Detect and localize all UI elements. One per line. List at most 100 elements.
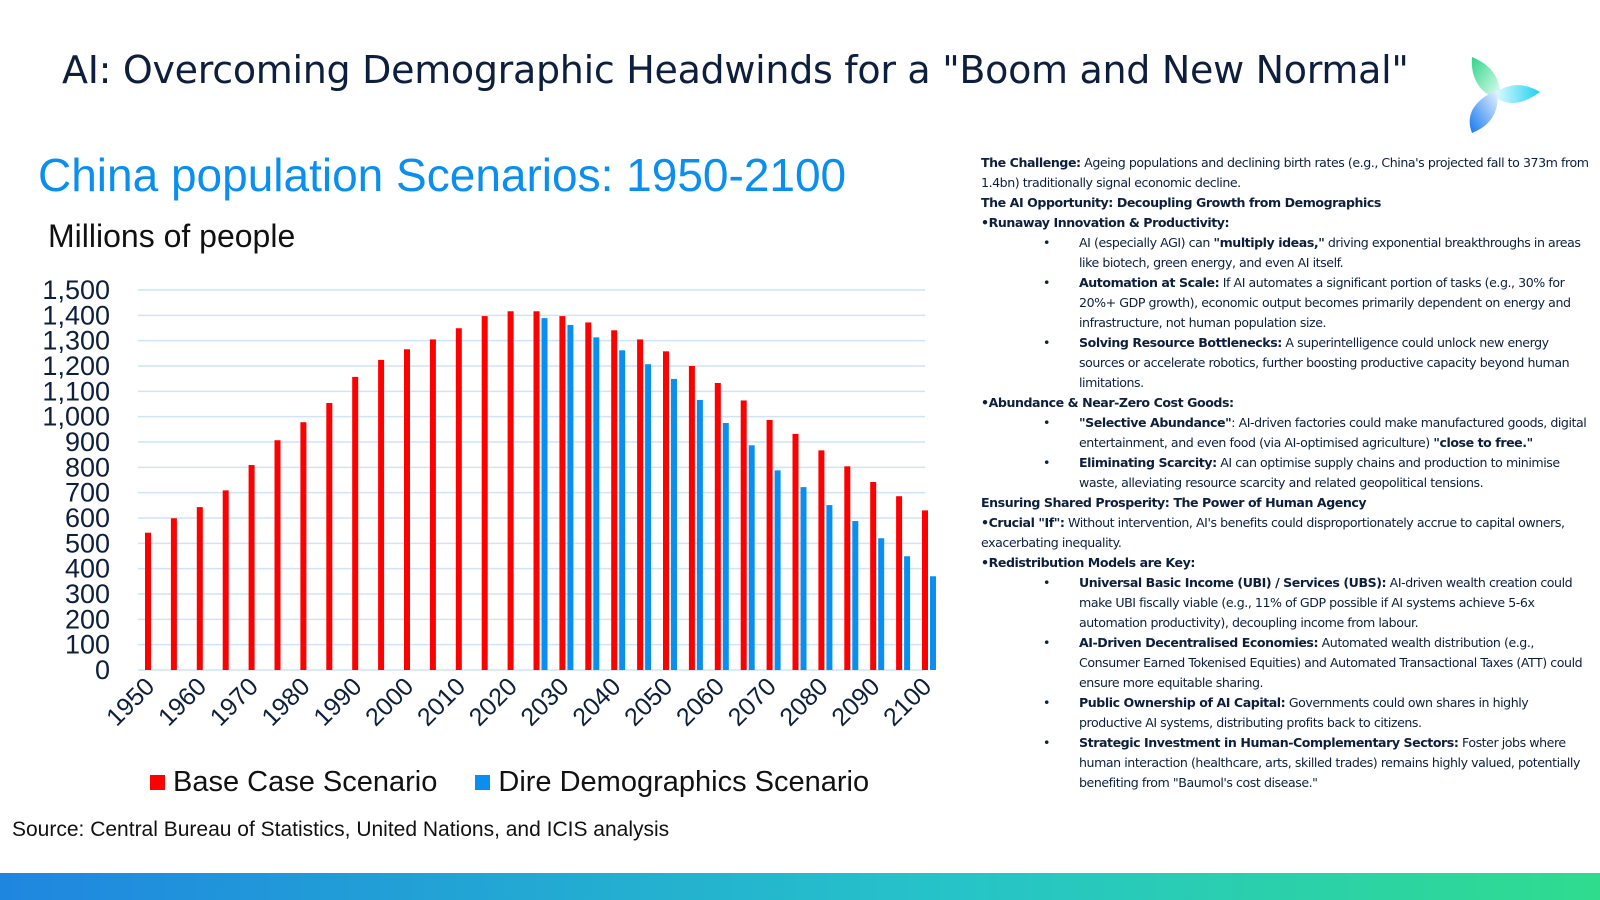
bullet-bold: "multiply ideas," (1213, 235, 1325, 250)
bullet-body: Governments could own shares in highly p… (1079, 695, 1529, 730)
bullet-item: • "Selective Abundance": AI-driven factor… (981, 413, 1591, 453)
y-tick-label: 0 (95, 655, 110, 685)
chart-title: China population Scenarios: 1950-2100 (38, 149, 847, 201)
bar-dire-demographics (722, 423, 729, 670)
x-tick-label: 2030 (516, 672, 575, 731)
bullet-text: Eliminating Scarcity: AI can optimise su… (1079, 453, 1591, 493)
bullet-icon: • (1043, 695, 1050, 710)
y-tick-label: 1,200 (42, 351, 110, 381)
bar-base-case (740, 400, 747, 670)
bar-base-case (818, 450, 825, 670)
bullet-bold: Solving Resource Bottlenecks: (1079, 335, 1282, 350)
bullet-item: • AI-Driven Decentralised Economies: Auto… (981, 633, 1591, 693)
y-tick-label: 1,400 (42, 300, 110, 330)
x-tick-label: 2090 (826, 672, 885, 731)
bar-dire-demographics (696, 399, 703, 670)
redistribution-heading: •Redistribution Models are Key: (981, 555, 1195, 570)
bar-base-case (352, 376, 359, 670)
opportunity-heading: The AI Opportunity: Decoupling Growth fr… (981, 195, 1381, 210)
three-petal-logo-icon (1469, 57, 1540, 133)
bullet-item: • AI (especially AGI) can "multiply ideas… (981, 233, 1591, 273)
legend-item-base: Base Case Scenario (150, 766, 437, 799)
legend-swatch-dire (475, 775, 491, 790)
bullet-text: Public Ownership of AI Capital: Governme… (1079, 693, 1591, 733)
bar-base-case (145, 532, 151, 670)
bar-base-case (507, 311, 514, 670)
bullet-icon: • (1043, 275, 1050, 290)
chart-source: Source: Central Bureau of Statistics, Un… (12, 818, 670, 841)
bullet-bold: "Selective Abundance" (1079, 415, 1232, 430)
legend-label-dire: Dire Demographics Scenario (498, 766, 870, 798)
bar-dire-demographics (878, 538, 885, 670)
bar-base-case (481, 316, 488, 670)
x-tick-label: 2070 (723, 672, 782, 731)
bullet-pre: AI (especially AGI) can (1079, 235, 1214, 250)
bar-base-case (559, 316, 566, 670)
bullet-bold-end: "close to free." (1433, 435, 1533, 450)
bullet-icon: • (1043, 735, 1050, 750)
bar-dire-demographics (826, 505, 833, 670)
bar-base-case (714, 382, 721, 670)
y-tick-label: 600 (65, 503, 110, 533)
x-tick-label: 1990 (308, 672, 367, 731)
bullet-body: Automated wealth distribution (e.g., Con… (1079, 635, 1583, 690)
bullet-text: Automation at Scale: If AI automates a s… (1079, 273, 1591, 333)
x-tick-label: 2050 (619, 672, 678, 731)
bar-base-case (533, 311, 540, 670)
x-tick-label: 2100 (878, 672, 937, 731)
bar-base-case (248, 465, 255, 670)
y-tick-label: 700 (65, 478, 110, 508)
bullet-body: A superintelligence could unlock new ene… (1079, 335, 1570, 390)
crucial-text: Without intervention, AI's benefits coul… (981, 515, 1565, 550)
bullet-text: Solving Resource Bottlenecks: A superint… (1079, 333, 1591, 393)
bullet-text: Universal Basic Income (UBI) / Services … (1079, 573, 1591, 633)
bar-base-case (611, 330, 618, 670)
x-tick-label: 2080 (775, 672, 834, 731)
bar-base-case (222, 490, 229, 670)
bar-base-case (766, 419, 773, 670)
bar-base-case (196, 507, 203, 670)
y-tick-label: 400 (65, 554, 110, 584)
bullet-icon: • (1043, 575, 1050, 590)
bar-dire-demographics (593, 337, 600, 670)
bullet-item: • Automation at Scale: If AI automates a … (981, 273, 1591, 333)
bar-dire-demographics (619, 350, 626, 670)
bullet-item: • Universal Basic Income (UBI) / Services… (981, 573, 1591, 633)
chart-legend: Base Case Scenario Dire Demographics Sce… (150, 766, 869, 799)
bullet-item: • Solving Resource Bottlenecks: A superin… (981, 333, 1591, 393)
redistribution-list: • Universal Basic Income (UBI) / Services… (981, 573, 1591, 793)
bullet-body: If AI automates a significant portion of… (1079, 275, 1571, 330)
bar-dire-demographics (852, 521, 859, 670)
bullet-icon: • (1043, 335, 1050, 350)
bar-base-case (792, 433, 799, 670)
footer-gradient-bar (0, 873, 1600, 900)
bullet-item: • Strategic Investment in Human-Complemen… (981, 733, 1591, 793)
bar-dire-demographics (904, 556, 911, 670)
bullet-text: "Selective Abundance": AI-driven factori… (1079, 413, 1591, 453)
bullet-bold: Public Ownership of AI Capital: (1079, 695, 1286, 710)
y-tick-label: 300 (65, 579, 110, 609)
bar-base-case (274, 440, 281, 670)
bullet-icon: • (1043, 415, 1050, 430)
abundance-list: • "Selective Abundance": AI-driven factor… (981, 413, 1591, 493)
bar-base-case (378, 359, 385, 670)
population-bar-chart: 01002003004005006007008009001,0001,1001,… (42, 275, 937, 732)
bullet-text: AI (especially AGI) can "multiply ideas,… (1079, 233, 1591, 273)
bullet-icon: • (1043, 235, 1050, 250)
bar-base-case (429, 339, 436, 670)
bar-dire-demographics (748, 445, 755, 670)
bar-base-case (585, 322, 592, 670)
abundance-heading: •Abundance & Near-Zero Cost Goods: (981, 395, 1234, 410)
bar-base-case (663, 351, 669, 670)
bar-base-case (922, 510, 928, 670)
bar-base-case (870, 482, 877, 670)
crucial-paragraph: •Crucial "If": Without intervention, AI'… (981, 513, 1591, 553)
runaway-list: • AI (especially AGI) can "multiply ideas… (981, 233, 1591, 393)
x-tick-label: 2000 (360, 672, 419, 731)
y-tick-label: 900 (65, 427, 110, 457)
bar-base-case (637, 339, 644, 670)
prosperity-heading: Ensuring Shared Prosperity: The Power of… (981, 495, 1367, 510)
y-tick-label: 1,500 (42, 275, 110, 305)
y-axis-label: Millions of people (48, 218, 296, 254)
bullet-body: Foster jobs where human interaction (hea… (1079, 735, 1580, 790)
